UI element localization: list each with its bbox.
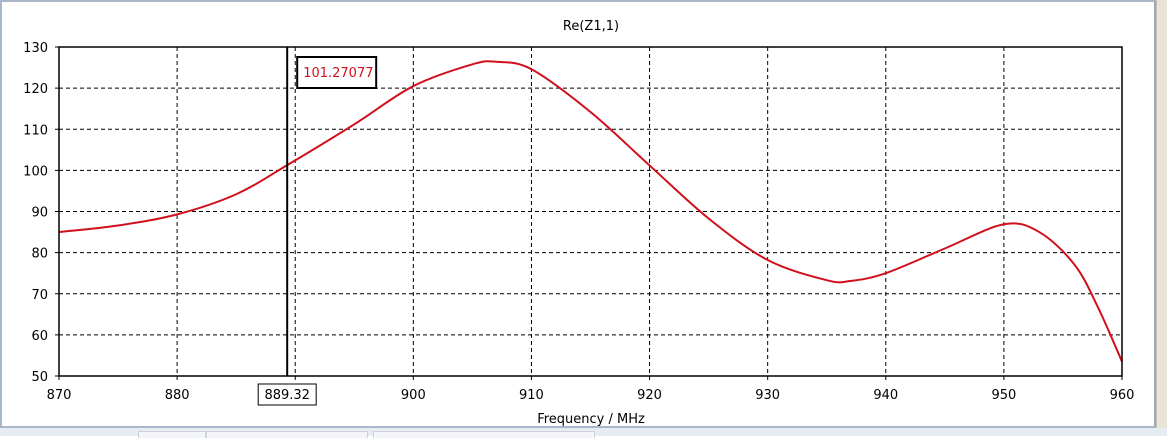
y-tick-label: 100: [23, 164, 48, 179]
x-tick-label: 880: [165, 388, 190, 403]
x-tick-label: 920: [637, 388, 662, 403]
y-tick-label: 90: [31, 206, 48, 221]
y-tick-label: 110: [23, 123, 48, 138]
marker-value-box: [296, 56, 378, 89]
y-tick-label: 120: [23, 82, 48, 97]
x-tick-label: 870: [47, 388, 72, 403]
y-tick-label: 60: [31, 329, 48, 344]
tab[interactable]: [138, 431, 206, 438]
x-tick-label: 900: [401, 388, 426, 403]
y-tick-label: 130: [23, 41, 48, 56]
x-tick-label: 960: [1110, 388, 1135, 403]
x-tick-label: 910: [519, 388, 544, 403]
y-tick-label: 50: [31, 370, 48, 385]
x-axis-label: Frequency / MHz: [537, 412, 645, 427]
marker-x-box: [257, 383, 317, 406]
scrollbar[interactable]: [1156, 0, 1167, 436]
chart: Re(Z1,1) 870 880 900 910 920 930 940 950 960 50 60…: [23, 19, 1134, 427]
y-tick-label: 80: [31, 247, 48, 262]
tick-labels: 870 880 900 910 920 930 940 950 960 50 60 70 80 90 100…: [23, 41, 1134, 403]
series-line: [58, 60, 1123, 363]
x-tick-label: 950: [991, 388, 1016, 403]
chart-window: [0, 0, 1157, 428]
tab[interactable]: [373, 431, 595, 438]
y-tick-label: 70: [31, 288, 48, 303]
x-tick-label: 930: [755, 388, 780, 403]
x-tick-label: 940: [873, 388, 898, 403]
grid: [55, 46, 1123, 380]
plot-area: [58, 46, 1123, 377]
tab[interactable]: [206, 431, 368, 438]
marker-x-label: 889.32: [264, 388, 310, 403]
chart-title: Re(Z1,1): [563, 19, 619, 34]
marker-value-label: 101.27077: [303, 66, 373, 81]
